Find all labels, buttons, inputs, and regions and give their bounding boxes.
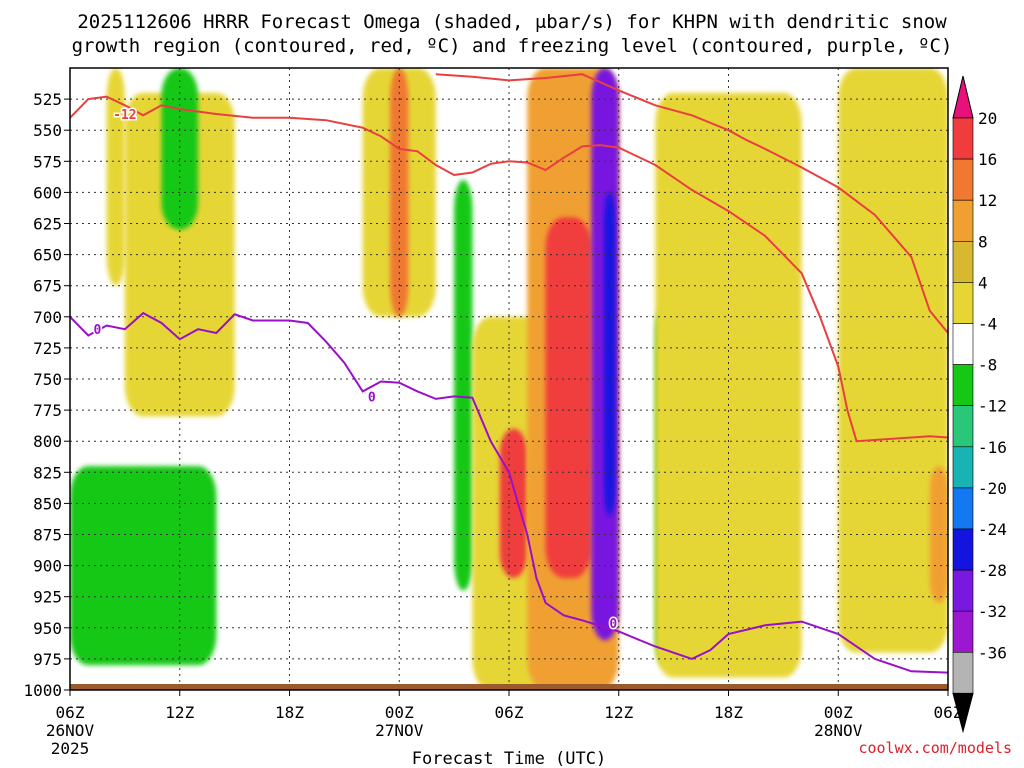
colorbar-label: 4 [978, 273, 988, 292]
y-tick-label: 700 [33, 308, 62, 327]
x-tick-label: 18Z [714, 703, 743, 722]
contour-label: 0 [94, 323, 102, 338]
y-tick-label: 975 [33, 650, 62, 669]
contour-line-3 [70, 311, 948, 674]
colorbar-label: 12 [978, 191, 997, 210]
y-tick-label: 550 [33, 121, 62, 140]
y-tick-label: 650 [33, 246, 62, 265]
y-tick-label: 625 [33, 215, 62, 234]
contour-labels: -12 0 0 0 [92, 107, 619, 634]
colorbar-label: -4 [978, 315, 997, 334]
colorbar-label: -12 [978, 397, 1007, 416]
colorbar-swatch-3 [952, 199, 974, 242]
plot-area: -12 0 0 0 [69, 67, 949, 691]
credit-link[interactable]: coolwx.com/models [858, 739, 1012, 757]
y-tick-label: 900 [33, 557, 62, 576]
x-tick-label: 00Z [824, 703, 853, 722]
y-tick-label: 525 [33, 90, 62, 109]
contour-label: 0 [609, 617, 617, 632]
contour-label: -12 [113, 108, 136, 123]
colorbar-swatch-1 [952, 117, 974, 160]
colorbar-swatch-12 [952, 569, 974, 612]
colorbar-label: 20 [978, 109, 997, 128]
contour-label: 0 [368, 390, 376, 405]
omega-region-6 [454, 179, 473, 591]
y-tick-label: 800 [33, 432, 62, 451]
chart-title-line-2: growth region (contoured, red, ºC) and f… [72, 35, 953, 57]
x-tick-date: 27NOV [375, 721, 424, 740]
x-tick-label: 12Z [604, 703, 633, 722]
temperature-contours [70, 73, 948, 674]
omega-region-1 [106, 68, 125, 286]
omega-region-8 [499, 428, 528, 579]
contour-line-1 [70, 95, 948, 443]
y-tick-label: 850 [33, 494, 62, 513]
y-tick-label: 600 [33, 183, 62, 202]
colorbar-label: 16 [978, 150, 997, 169]
chart-title-line-1: 2025112606 HRRR Forecast Omega (shaded, … [77, 11, 947, 33]
colorbar-label: -24 [978, 520, 1007, 539]
omega-region-10 [545, 217, 592, 579]
y-tick-label: 725 [33, 339, 62, 358]
y-tick-label: 1000 [23, 681, 62, 700]
y-tick-label: 750 [33, 370, 62, 389]
colorbar-label: -36 [978, 643, 1007, 662]
x-tick-label: 00Z [385, 703, 414, 722]
colorbar-swatch-7 [952, 364, 974, 407]
y-tick-label: 925 [33, 588, 62, 607]
colorbar-swatch-11 [952, 528, 974, 571]
omega-region-12 [604, 192, 616, 516]
omega-region-15 [838, 68, 948, 653]
y-tick-label: 950 [33, 619, 62, 638]
colorbar-label: 8 [978, 232, 988, 251]
contour-line-2 [435, 73, 948, 334]
y-axis: 525 550 575 600 625 650 675 700 725 750 775 800 825 8… [23, 90, 70, 700]
y-tick-label: 875 [33, 526, 62, 545]
colorbar-legend: 20 16 12 8 4 -4 -8 -12 -16 -20 -24 -28 -32 -36 [952, 75, 1007, 734]
x-tick-label: 06Z [495, 703, 524, 722]
colorbar-swatch-4 [952, 241, 974, 283]
colorbar-swatch-14 [952, 651, 974, 694]
x-tick-label: 12Z [165, 703, 194, 722]
colorbar-swatch-6 [952, 323, 974, 365]
omega-region-14 [655, 92, 802, 678]
colorbar-top-arrow [952, 75, 974, 119]
colorbar-swatch-9 [952, 446, 974, 489]
colorbar-swatch-10 [952, 487, 974, 530]
x-axis-title: Forecast Time (UTC) [412, 749, 606, 768]
x-tick-year: 2025 [51, 739, 90, 758]
omega-region-16 [929, 466, 948, 603]
colorbar-label: -20 [978, 479, 1007, 498]
colorbar-swatch-8 [952, 405, 974, 448]
colorbar-label: -32 [978, 602, 1007, 621]
colorbar-swatch-2 [952, 158, 974, 201]
colorbar-label: -28 [978, 561, 1007, 580]
x-tick-label: 06Z [934, 703, 963, 722]
x-tick-label: 06Z [56, 703, 85, 722]
colorbar-swatch-5 [952, 282, 974, 324]
y-tick-label: 575 [33, 152, 62, 171]
x-tick-date: 26NOV [46, 721, 95, 740]
x-tick-date: 28NOV [814, 721, 863, 740]
colorbar-label: -8 [978, 356, 997, 375]
ground-band [70, 684, 948, 690]
ground-terrain [70, 684, 948, 690]
x-tick-label: 18Z [275, 703, 304, 722]
y-tick-label: 675 [33, 277, 62, 296]
y-tick-label: 825 [33, 463, 62, 482]
colorbar-swatch-13 [952, 610, 974, 653]
colorbar-bottom-arrow [952, 692, 974, 734]
omega-region-3 [161, 68, 199, 230]
colorbar-label: -16 [978, 438, 1007, 457]
y-tick-label: 775 [33, 401, 62, 420]
